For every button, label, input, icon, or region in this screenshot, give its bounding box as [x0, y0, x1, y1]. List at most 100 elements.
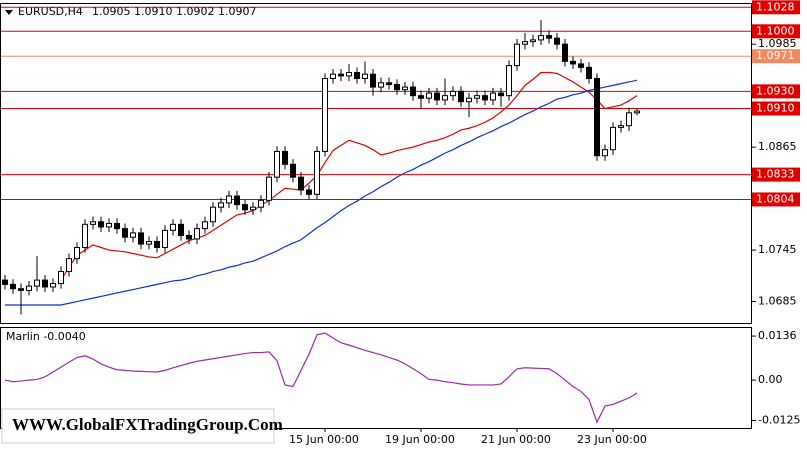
- candle-body: [370, 73, 376, 88]
- candle-body: [386, 82, 392, 86]
- candle-body: [122, 228, 128, 238]
- candle-body: [530, 39, 536, 43]
- level-label: 1.0971: [756, 49, 795, 62]
- watermark: WWW.GlobalFXTradingGroup.Com: [12, 415, 283, 434]
- candle-body: [210, 206, 216, 223]
- candle-body: [138, 232, 144, 245]
- candle-body: [290, 163, 296, 178]
- candle-body: [82, 223, 88, 249]
- level-label-box: [752, 0, 800, 15]
- candle-body: [66, 258, 72, 273]
- candle-body: [594, 77, 600, 157]
- candle-body: [418, 95, 424, 99]
- candle-body: [514, 43, 520, 67]
- candle-body: [226, 195, 232, 204]
- candle-body: [282, 150, 288, 165]
- price-panel: [0, 3, 752, 324]
- candle-body: [170, 223, 176, 231]
- candle-body: [250, 206, 256, 211]
- y-tick-label: 1.0685: [758, 295, 797, 308]
- candle-body: [618, 125, 624, 128]
- candle-body: [458, 90, 464, 103]
- y-tick-label: -0.0125: [758, 414, 800, 427]
- candle-body: [322, 77, 328, 152]
- candle-body: [490, 92, 496, 101]
- candle-body: [10, 283, 16, 290]
- level-label: 1.1028: [756, 0, 795, 13]
- x-tick-label: 19 Jun 00:00: [385, 433, 455, 446]
- y-tick-label: 1.0745: [758, 243, 797, 256]
- level-label: 1.1000: [756, 24, 795, 37]
- candle-body: [442, 95, 448, 101]
- candle-body: [98, 221, 104, 228]
- candle-body: [154, 240, 160, 249]
- candle-body: [522, 41, 528, 45]
- candle-body: [346, 71, 352, 77]
- candle-body: [570, 60, 576, 65]
- candle-body: [298, 176, 304, 191]
- moving-average: [5, 79, 638, 306]
- candle-body: [194, 228, 200, 240]
- candle-body: [578, 63, 584, 68]
- candle-body: [74, 247, 80, 260]
- candle-body: [266, 176, 272, 201]
- candle-body: [162, 229, 168, 249]
- indicator-label: Marlin -0.0040: [6, 330, 86, 343]
- candle-body: [130, 232, 136, 238]
- candle-body: [610, 126, 616, 151]
- candle-body: [434, 92, 440, 101]
- candle-body: [18, 288, 24, 291]
- watermark-box: [1, 408, 275, 444]
- level-label: 1.0910: [756, 102, 795, 115]
- candle-body: [626, 112, 632, 127]
- x-tick-label: 23 Jun 00:00: [577, 433, 647, 446]
- candle-body: [426, 92, 432, 99]
- candle-body: [466, 97, 472, 103]
- candle-body: [378, 82, 384, 88]
- level-label: 1.0804: [756, 192, 795, 205]
- candle-body: [402, 86, 408, 91]
- candle-body: [114, 222, 120, 230]
- level-label-box: [752, 24, 800, 39]
- candle-body: [2, 279, 8, 285]
- level-label-box: [752, 84, 800, 99]
- candle-body: [330, 73, 336, 79]
- candle-body: [586, 66, 592, 79]
- candle-body: [58, 271, 64, 285]
- candle-body: [218, 202, 224, 208]
- candle-body: [234, 195, 240, 206]
- candle-body: [314, 150, 320, 195]
- candle-body: [362, 73, 368, 79]
- candle-body: [274, 150, 280, 178]
- candle-body: [178, 223, 184, 236]
- candle-body: [90, 221, 96, 225]
- ohlc: 1.0905 1.0910 1.0902 1.0907: [92, 5, 256, 18]
- candle-body: [186, 234, 192, 240]
- candle-body: [498, 92, 504, 97]
- candle-body: [26, 285, 32, 291]
- candle-body: [450, 90, 456, 97]
- candle-body: [554, 37, 560, 45]
- candle-body: [634, 110, 640, 114]
- indicator-line: [4, 332, 638, 424]
- level-label-box: [752, 101, 800, 116]
- candle-body: [202, 221, 208, 230]
- y-tick-label: 1.0865: [758, 140, 797, 153]
- level-label: 1.0930: [756, 84, 795, 97]
- candle-body: [562, 43, 568, 62]
- candle-body: [482, 95, 488, 101]
- symbol: EURUSD,H4: [18, 5, 83, 18]
- candle-body: [50, 283, 56, 288]
- menu-triangle: [5, 10, 13, 15]
- candle-body: [546, 35, 552, 39]
- candle-body: [106, 222, 112, 228]
- candle-body: [354, 71, 360, 79]
- candle-body: [602, 149, 608, 157]
- candle-body: [146, 240, 152, 245]
- plot: 1.0985 1.0865 1.0745 1.0685 1.1028 1.1000 1.09…: [1, 0, 800, 446]
- y-tick-label: 0.00: [758, 373, 783, 386]
- x-tick-label: 21 Jun 00:00: [481, 433, 551, 446]
- level-label: 1.0833: [756, 168, 795, 181]
- candle-body: [474, 95, 480, 99]
